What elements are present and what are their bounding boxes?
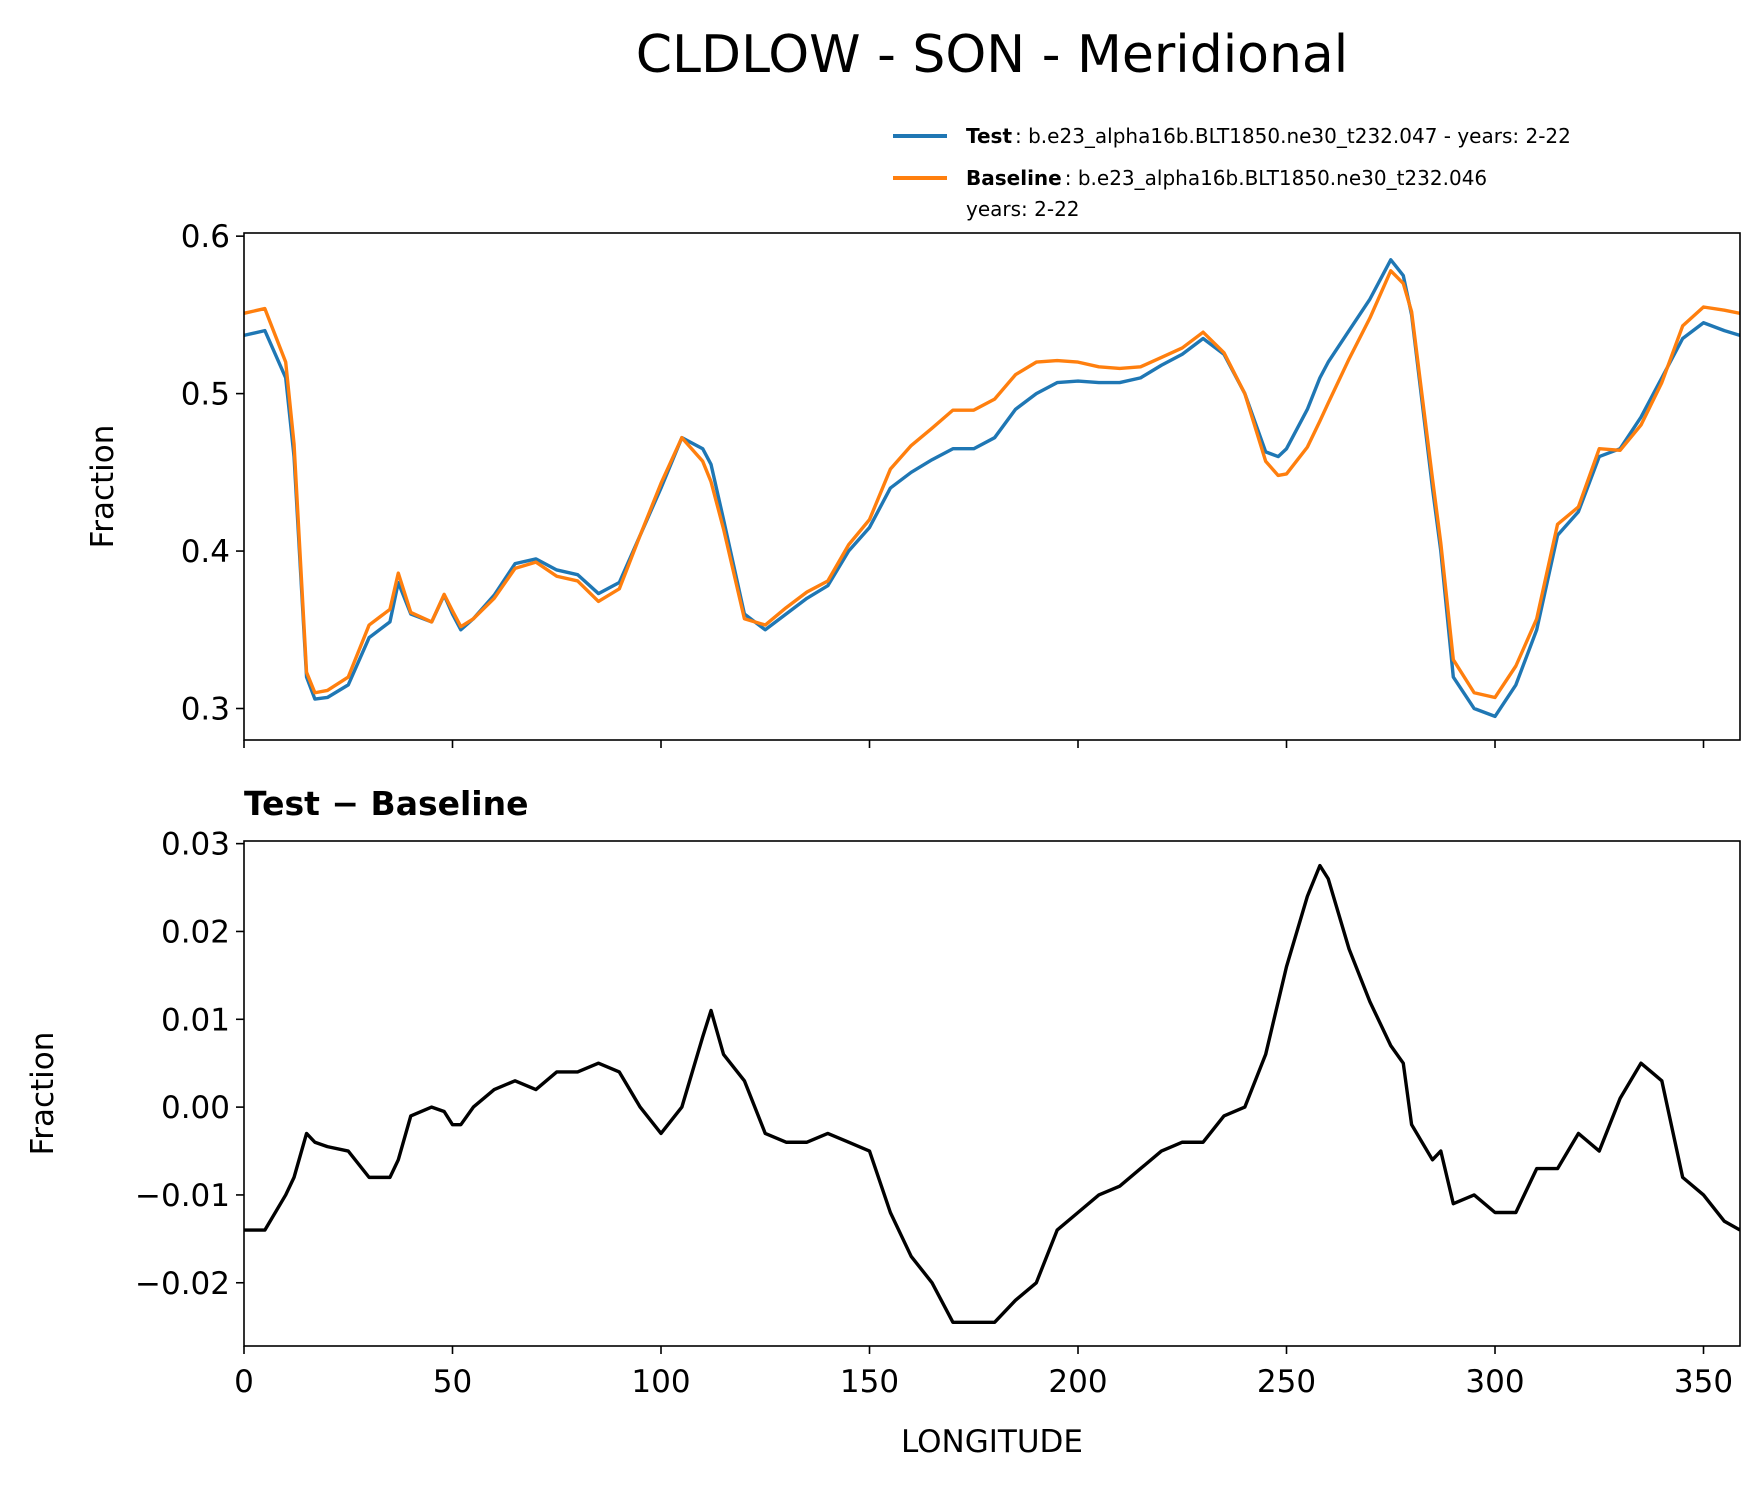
data-line [244, 269, 1740, 700]
axes-frame [243, 232, 1741, 741]
x-tick-label: 0 [234, 1364, 254, 1400]
y-tick-label: −0.01 [135, 1178, 230, 1214]
legend-name: Test [966, 124, 1012, 148]
chart-title: CLDLOW - SON - Meridional [636, 25, 1349, 85]
legend-name: Baseline [966, 166, 1062, 190]
y-axis-label: Fraction [25, 1032, 61, 1156]
x-tick-label: 200 [1048, 1364, 1107, 1400]
y-tick-label: −0.02 [135, 1266, 230, 1302]
legend-label: years: 2-22 [966, 197, 1080, 221]
x-tick-label: 350 [1674, 1364, 1733, 1400]
legend-label: : b.e23_alpha16b.BLT1850.ne30_t232.046 [1065, 166, 1487, 190]
axes-frame [243, 840, 1741, 1347]
y-axis-label: Fraction [85, 425, 121, 549]
y-tick-label: 0.6 [181, 219, 230, 255]
x-tick-label: 300 [1465, 1364, 1524, 1400]
legend-label: : b.e23_alpha16b.BLT1850.ne30_t232.047 -… [1015, 124, 1571, 148]
data-line [244, 863, 1740, 1324]
x-axis-label: LONGITUDE [901, 1424, 1083, 1460]
y-tick-label: 0.02 [161, 914, 230, 950]
y-tick-label: 0.01 [161, 1002, 230, 1038]
x-tick-label: 150 [840, 1364, 899, 1400]
y-tick-label: 0.3 [181, 692, 230, 728]
subplot-title: Test − Baseline [244, 784, 529, 823]
y-tick-label: 0.4 [181, 534, 230, 570]
y-tick-label: 0.5 [181, 377, 230, 413]
x-tick-label: 100 [631, 1364, 690, 1400]
x-tick-label: 250 [1257, 1364, 1316, 1400]
x-tick-label: 50 [433, 1364, 472, 1400]
y-tick-label: 0.00 [161, 1090, 230, 1126]
y-tick-label: 0.03 [161, 827, 230, 863]
